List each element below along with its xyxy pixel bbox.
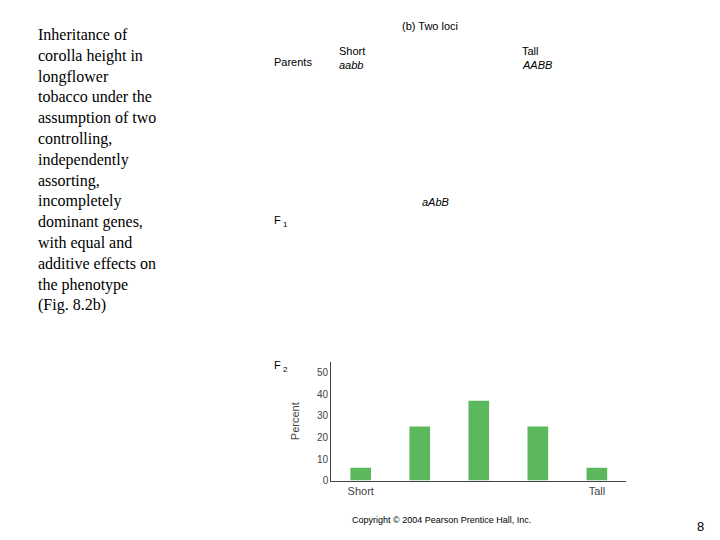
svg-text:10: 10	[317, 454, 329, 465]
svg-text:Inheritance ofcorolla height i: Inheritance ofcorolla height inlongflowe…	[38, 26, 156, 314]
svg-text:F: F	[274, 359, 281, 371]
svg-text:1: 1	[283, 220, 288, 229]
svg-text:40: 40	[317, 389, 329, 400]
svg-text:AABB: AABB	[522, 59, 552, 71]
svg-text:8: 8	[697, 519, 704, 534]
svg-text:F: F	[274, 214, 281, 226]
svg-text:(b) Two loci: (b) Two loci	[402, 20, 458, 32]
svg-text:30: 30	[317, 410, 329, 421]
svg-text:aAbB: aAbB	[422, 196, 449, 208]
svg-text:Copyright © 2004 Pearson Prent: Copyright © 2004 Pearson Prentice Hall, …	[352, 515, 531, 525]
svg-text:50: 50	[317, 367, 329, 378]
svg-text:aabb: aabb	[339, 59, 363, 71]
svg-text:2: 2	[283, 365, 288, 374]
svg-text:Short: Short	[348, 485, 374, 497]
svg-text:Parents: Parents	[274, 56, 312, 68]
svg-text:Short: Short	[339, 45, 365, 57]
svg-text:Tall: Tall	[589, 485, 606, 497]
svg-text:20: 20	[317, 432, 329, 443]
svg-text:Tall: Tall	[522, 45, 539, 57]
svg-text:0: 0	[323, 475, 329, 486]
svg-text:Percent: Percent	[289, 402, 301, 440]
